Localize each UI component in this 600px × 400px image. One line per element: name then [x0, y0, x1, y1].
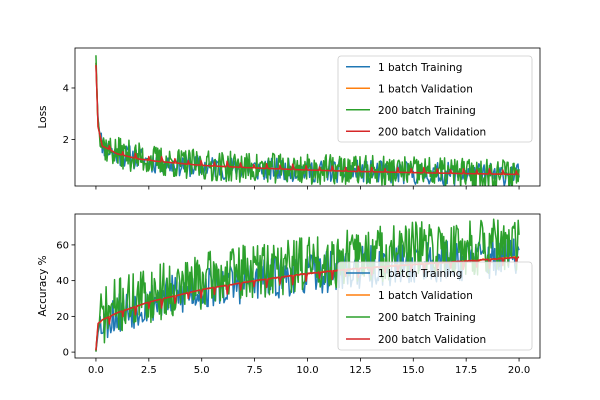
series-group	[95, 55, 520, 186]
legend-entry: 1 batch Validation	[378, 83, 473, 95]
x-tick-label: 5.0	[194, 365, 210, 376]
x-tick-label: 20.0	[508, 365, 530, 376]
y-axis-label: Accuracy %	[37, 255, 49, 316]
y-tick-label: 60	[56, 240, 69, 251]
legend-entry: 200 batch Training	[378, 105, 476, 117]
legend-entry: 1 batch Training	[378, 268, 462, 280]
y-axis-label: Loss	[37, 105, 49, 128]
y-tick-label: 20	[56, 312, 69, 323]
legend: 1 batch Training 1 batch Validation 200 ba…	[337, 261, 533, 351]
x-tick-label: 17.5	[455, 365, 477, 376]
legend-box	[337, 261, 533, 351]
series-line-3	[95, 55, 520, 186]
x-tick-label: 2.5	[141, 365, 157, 376]
y-tick-label: 0	[63, 348, 69, 359]
subplot-2: 0.0 2.5 5.0 7.5 10.0 12.5 15.0 17.5 20.0 0 20 40 60 A…	[37, 213, 541, 376]
legend-entry: 1 batch Training	[378, 62, 462, 74]
legend-box	[337, 55, 533, 143]
x-tick-label: 10.0	[296, 365, 318, 376]
legend-entry: 200 batch Validation	[378, 126, 486, 138]
legend-entry: 200 batch Validation	[378, 334, 486, 346]
x-tick-label: 7.5	[247, 365, 263, 376]
y-tick-label: 4	[63, 83, 69, 94]
legend-entry: 1 batch Validation	[378, 290, 473, 302]
series-line-3	[95, 218, 520, 352]
legend: 1 batch Training 1 batch Validation 200 ba…	[337, 55, 533, 143]
x-tick-label: 0.0	[88, 365, 104, 376]
y-tick-label: 2	[63, 135, 69, 146]
x-tick-label: 12.5	[349, 365, 371, 376]
legend-entry: 200 batch Training	[378, 312, 476, 324]
y-tick-label: 40	[56, 276, 69, 287]
subplot-1: 2 4 Loss 1 batch Training 1 batch Validation…	[37, 47, 541, 190]
x-tick-label: 15.0	[402, 365, 424, 376]
series-line-4	[95, 65, 520, 176]
